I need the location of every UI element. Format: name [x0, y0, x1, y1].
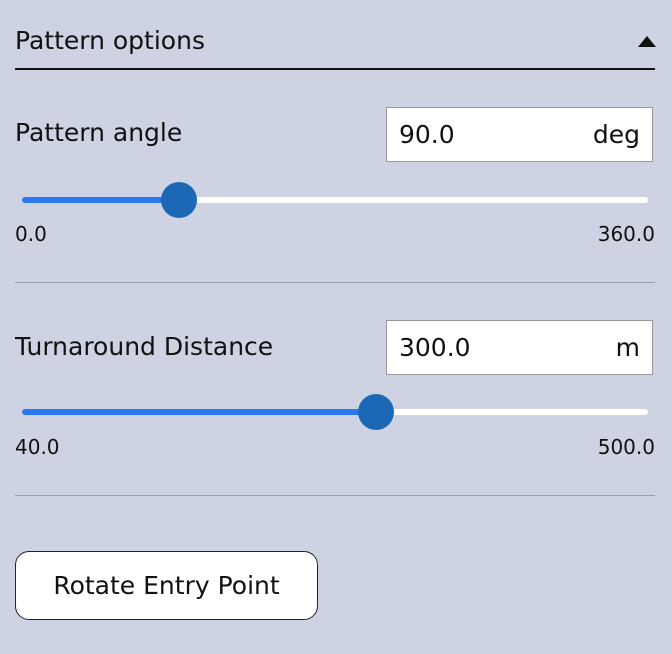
turnaround-value[interactable]: 300.0: [399, 333, 471, 362]
slider-thumb[interactable]: [357, 394, 394, 430]
slider-fill: [22, 409, 376, 415]
pattern-angle-slider[interactable]: [22, 182, 648, 218]
slider-fill: [22, 197, 179, 203]
pattern-angle-min: 0.0: [15, 222, 47, 246]
turnaround-input[interactable]: 300.0 m: [386, 320, 653, 375]
caret-up-icon[interactable]: [638, 36, 656, 47]
pattern-angle-value[interactable]: 90.0: [399, 120, 455, 149]
turnaround-label: Turnaround Distance: [15, 332, 274, 361]
header-divider: [15, 68, 655, 70]
turnaround-slider[interactable]: [22, 394, 648, 430]
turnaround-unit: m: [615, 333, 640, 362]
pattern-angle-max: 360.0: [597, 222, 655, 246]
pattern-angle-unit: deg: [592, 120, 640, 149]
divider: [15, 495, 655, 496]
turnaround-max: 500.0: [597, 435, 655, 459]
rotate-entry-point-button[interactable]: Rotate Entry Point: [15, 551, 318, 620]
pattern-angle-input[interactable]: 90.0 deg: [386, 107, 653, 162]
section-title[interactable]: Pattern options: [15, 26, 205, 55]
slider-thumb[interactable]: [160, 182, 197, 218]
turnaround-min: 40.0: [15, 435, 60, 459]
pattern-angle-label: Pattern angle: [15, 118, 183, 147]
divider: [15, 282, 655, 283]
